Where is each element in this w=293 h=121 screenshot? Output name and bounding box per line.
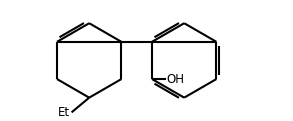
Text: OH: OH <box>167 73 185 86</box>
Text: Et: Et <box>57 106 70 119</box>
